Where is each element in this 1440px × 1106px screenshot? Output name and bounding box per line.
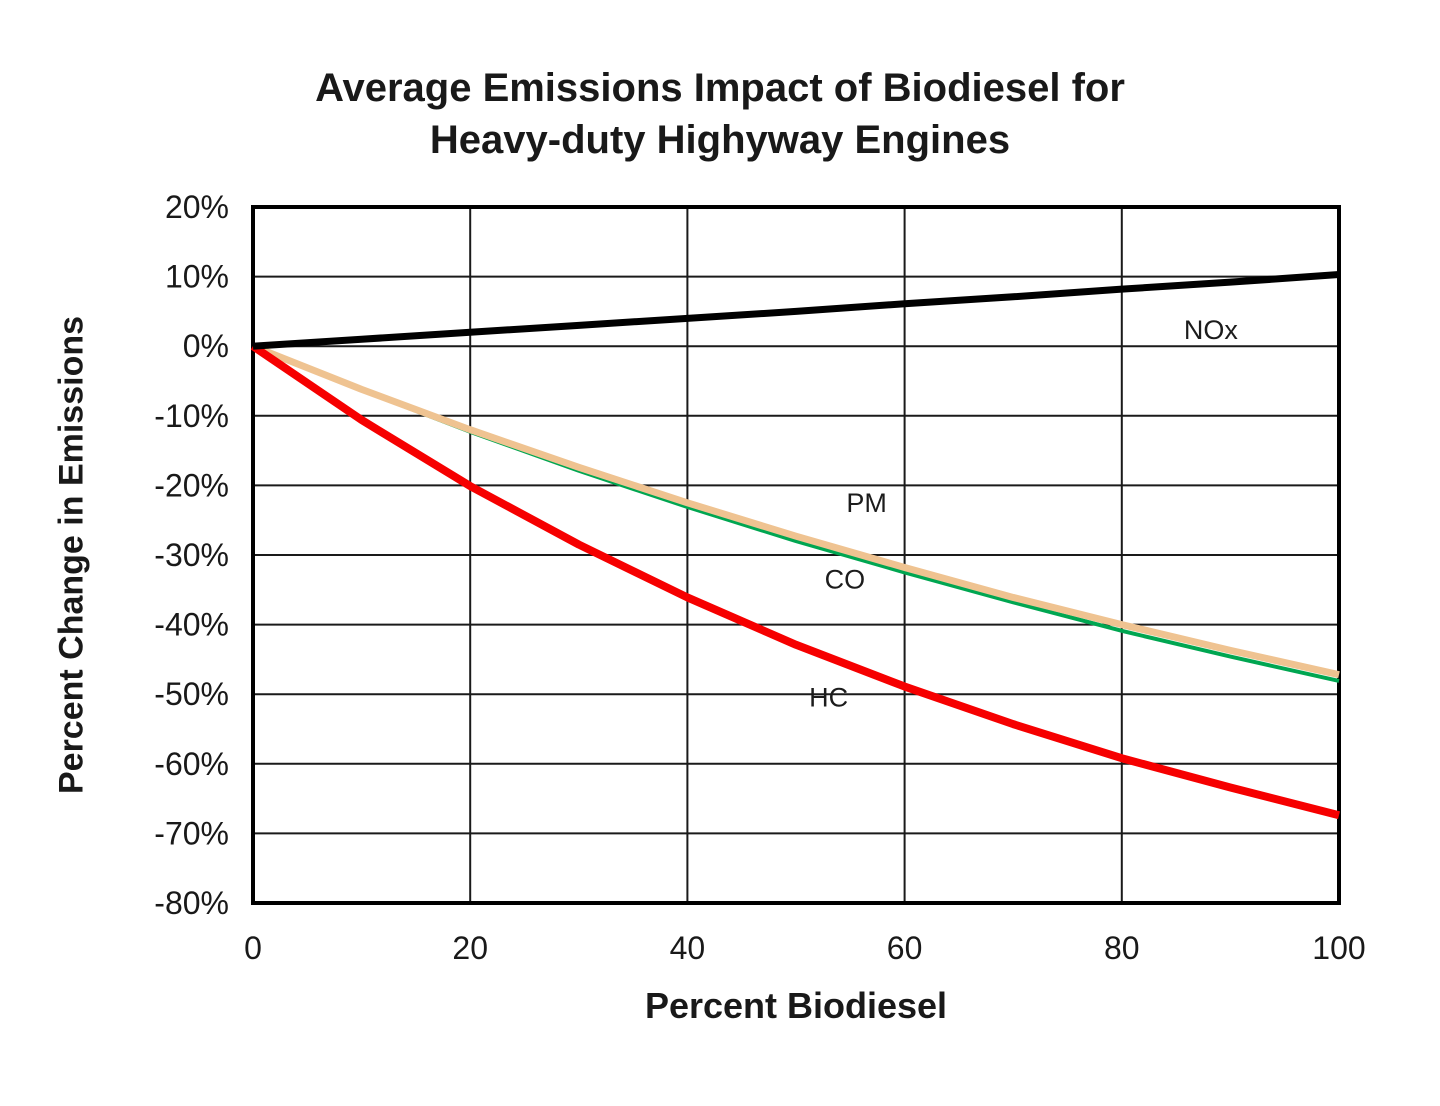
series-line-hc [250, 342, 1340, 820]
series-line-nox [252, 271, 1340, 350]
y-tick-label: -40% [154, 607, 229, 643]
y-tick-label: -10% [154, 398, 229, 434]
y-tick-label: 10% [165, 259, 229, 295]
x-tick-label: 20 [452, 930, 488, 966]
plot-border [251, 205, 1341, 905]
y-tick-label: -70% [154, 815, 229, 851]
chart-title: Average Emissions Impact of Biodiesel fo… [0, 62, 1440, 166]
x-tick-label: 40 [670, 930, 706, 966]
series-label-pm: PM [846, 488, 887, 518]
y-tick-label: -30% [154, 537, 229, 573]
series-line-pm [251, 342, 1340, 679]
y-tick-label: -60% [154, 746, 229, 782]
x-tick-label: 60 [887, 930, 923, 966]
series-line-co [252, 344, 1340, 683]
x-tick-label: 80 [1104, 930, 1140, 966]
series-label-hc: HC [809, 683, 848, 713]
x-tick-label: 100 [1312, 930, 1365, 966]
series-label-co: CO [825, 564, 866, 594]
y-tick-label: -80% [154, 885, 229, 921]
y-tick-label: 20% [165, 189, 229, 225]
chart-title-line1: Average Emissions Impact of Biodiesel fo… [315, 66, 1125, 110]
y-tick-label: 0% [183, 328, 229, 364]
y-tick-label: -20% [154, 467, 229, 503]
chart-title-line2: Heavy-duty Highyway Engines [429, 118, 1011, 162]
y-tick-label: -50% [154, 676, 229, 712]
x-axis-title: Percent Biodiesel [253, 985, 1339, 1027]
series-label-nox: NOx [1184, 315, 1239, 345]
x-axis-title-text: Percent Biodiesel [644, 985, 948, 1026]
x-tick-label: 0 [244, 930, 262, 966]
